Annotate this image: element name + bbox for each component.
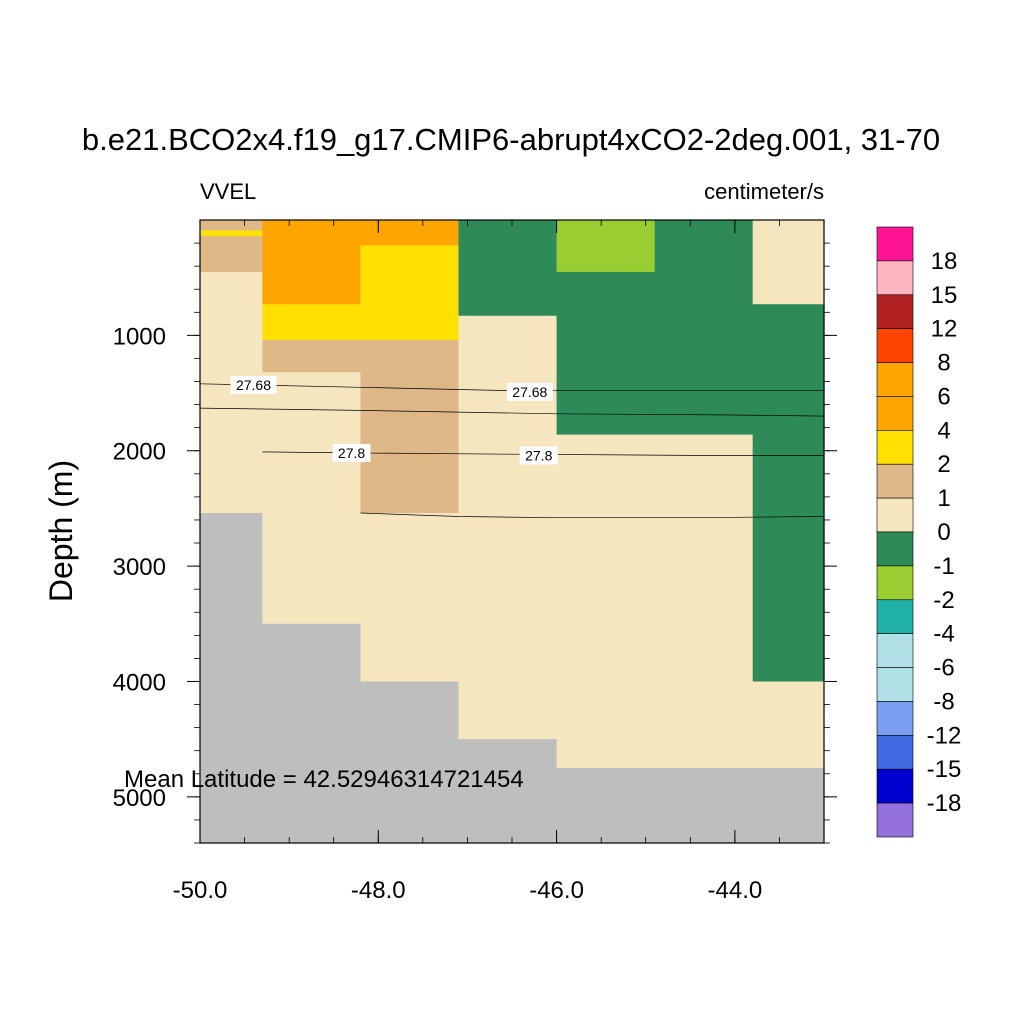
contour-label: 27.68	[512, 384, 547, 400]
data-cell	[752, 768, 825, 844]
contour-line	[360, 512, 825, 519]
data-cell	[556, 768, 656, 844]
colorbar-swatch	[876, 497, 914, 533]
data-cell	[556, 271, 656, 436]
colorbar-label: -18	[927, 790, 962, 817]
data-cell	[654, 768, 754, 844]
data-cell	[200, 236, 263, 273]
data-cell	[262, 220, 362, 305]
contour-labels: 27.68 27.68 27.8 27.8	[230, 375, 558, 465]
data-cell	[458, 315, 558, 740]
colorbar-label: 6	[937, 383, 950, 410]
contour-line	[199, 407, 825, 417]
data-cell	[262, 372, 362, 625]
units-label: centimeter/s	[704, 179, 824, 204]
colorbar-label: -1	[933, 553, 954, 580]
x-tick-label: -48.0	[351, 877, 406, 904]
colorbar-swatch	[876, 599, 914, 634]
data-cell	[360, 513, 460, 683]
contour-label: 27.68	[236, 377, 271, 393]
contour-label-bg	[332, 444, 371, 463]
colorbar-label: -6	[933, 655, 954, 682]
colorbar-swatch	[876, 463, 914, 499]
x-tick-label: -44.0	[708, 877, 763, 904]
data-cell	[262, 623, 362, 844]
data-cell	[654, 220, 754, 436]
y-tick-label: 4000	[113, 669, 166, 696]
y-tick-label: 5000	[113, 785, 166, 812]
data-cell	[262, 304, 362, 341]
colorbar-label: 2	[937, 451, 950, 478]
y-tick-label: 2000	[113, 439, 166, 466]
data-cell	[752, 304, 825, 683]
colorbar-swatch	[876, 396, 914, 431]
mean-latitude-annotation: Mean Latitude = 42.52946314721454	[124, 766, 524, 793]
data-cell	[556, 434, 656, 769]
data-cell	[262, 339, 362, 373]
colorbar-swatch	[876, 294, 914, 329]
plot-cells	[200, 220, 825, 844]
data-cell	[556, 220, 656, 273]
contour-label: 27.8	[338, 445, 365, 461]
colorbar-swatch	[876, 328, 914, 363]
axes: -50.0 -48.0 -46.0 -44.0 1000 2000 3000 4000 5000	[113, 220, 837, 904]
colorbar-label: 18	[931, 248, 958, 275]
data-cell	[654, 434, 754, 769]
y-tick-label: 1000	[113, 323, 166, 350]
colorbar-swatch	[876, 802, 914, 838]
colorbar-label: 4	[937, 417, 950, 444]
colorbar-swatch	[876, 701, 914, 736]
colorbar-label: -8	[933, 688, 954, 715]
variable-label: VVEL	[200, 179, 256, 204]
x-tick-label: -50.0	[173, 877, 228, 904]
data-cell	[360, 245, 460, 341]
colorbar-swatch	[876, 667, 914, 702]
colorbar-label: 0	[937, 519, 950, 546]
contour-label: 27.8	[525, 447, 552, 463]
contour-label-bg	[519, 446, 558, 465]
colorbar: 18 15 12 8 6 4 2 1 0 -1 -2 -4 -6 -8 -12 -15 -18	[876, 226, 962, 838]
colorbar-swatch	[876, 565, 914, 601]
colorbar-swatch	[876, 430, 914, 465]
contour-label-bg	[506, 382, 553, 401]
colorbar-label: -2	[933, 587, 954, 614]
contour-label-bg	[230, 375, 277, 394]
chart-title: b.e21.BCO2x4.f19_g17.CMIP6-abrupt4xCO2-2…	[82, 122, 940, 157]
contour-line	[262, 451, 824, 456]
colorbar-label: -12	[927, 722, 962, 749]
colorbar-label: -15	[927, 756, 962, 783]
colorbar-label: 1	[937, 485, 950, 512]
data-cell	[360, 339, 460, 514]
data-cell	[200, 230, 263, 237]
colorbar-label: 12	[931, 316, 958, 343]
colorbar-label: -4	[933, 621, 954, 648]
colorbar-swatch	[876, 260, 914, 296]
data-cell	[360, 220, 460, 246]
colorbar-swatch	[876, 768, 914, 804]
colorbar-swatch	[876, 633, 914, 668]
colorbar-swatch	[876, 226, 914, 262]
data-cell	[200, 220, 263, 231]
y-tick-label: 3000	[113, 554, 166, 581]
colorbar-label: 15	[931, 282, 958, 309]
data-cell	[360, 681, 460, 844]
data-cell	[458, 220, 558, 317]
y-axis-label: Depth (m)	[43, 460, 79, 602]
contour-lines	[199, 383, 825, 519]
data-cell	[458, 739, 558, 844]
data-cell	[200, 513, 263, 844]
colorbar-label: 8	[937, 350, 950, 377]
colorbar-swatch	[876, 362, 914, 397]
colorbar-swatch	[876, 735, 914, 770]
data-cell	[752, 681, 825, 769]
colorbar-swatch	[876, 531, 914, 567]
x-tick-label: -46.0	[529, 877, 584, 904]
data-cell	[752, 220, 825, 305]
